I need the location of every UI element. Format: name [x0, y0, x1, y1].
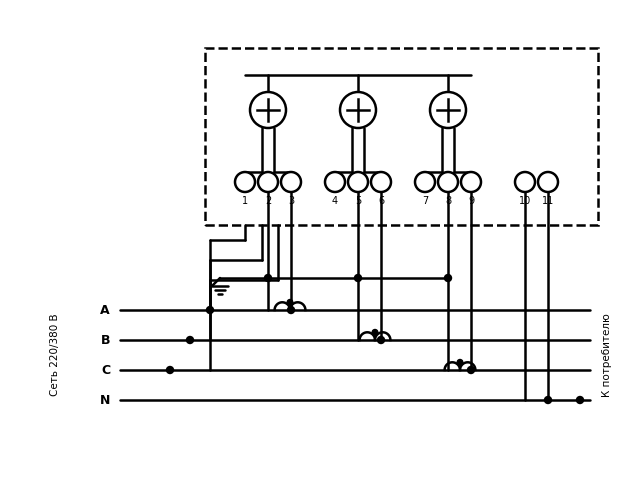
Circle shape	[287, 299, 293, 305]
Text: 7: 7	[422, 196, 428, 206]
Text: К потребителю: К потребителю	[602, 313, 612, 397]
Circle shape	[258, 172, 278, 192]
Circle shape	[372, 330, 378, 335]
Circle shape	[538, 172, 558, 192]
Text: Сеть 220/380 В: Сеть 220/380 В	[50, 314, 60, 396]
Circle shape	[378, 336, 384, 344]
Text: 4: 4	[332, 196, 338, 206]
Text: 2: 2	[265, 196, 271, 206]
Circle shape	[544, 397, 552, 403]
Circle shape	[167, 366, 173, 374]
Text: B: B	[101, 334, 110, 347]
Circle shape	[415, 172, 435, 192]
FancyBboxPatch shape	[205, 48, 598, 225]
Text: 8: 8	[445, 196, 451, 206]
Circle shape	[288, 307, 294, 313]
Circle shape	[457, 360, 463, 365]
Text: 10: 10	[519, 196, 531, 206]
Text: N: N	[99, 393, 110, 406]
Text: 11: 11	[542, 196, 554, 206]
Circle shape	[444, 275, 452, 281]
Circle shape	[186, 336, 194, 344]
Circle shape	[430, 92, 466, 128]
Text: 9: 9	[468, 196, 474, 206]
Circle shape	[325, 172, 345, 192]
Circle shape	[207, 307, 213, 313]
Text: 5: 5	[355, 196, 361, 206]
Circle shape	[348, 172, 368, 192]
Circle shape	[250, 92, 286, 128]
Text: C: C	[101, 363, 110, 376]
Circle shape	[265, 275, 271, 281]
Circle shape	[371, 172, 391, 192]
Text: 1: 1	[242, 196, 248, 206]
Circle shape	[235, 172, 255, 192]
Text: A: A	[101, 304, 110, 317]
Circle shape	[340, 92, 376, 128]
Circle shape	[355, 275, 362, 281]
Circle shape	[461, 172, 481, 192]
Circle shape	[576, 397, 584, 403]
Circle shape	[515, 172, 535, 192]
Text: 3: 3	[288, 196, 294, 206]
Text: 6: 6	[378, 196, 384, 206]
Circle shape	[438, 172, 458, 192]
Circle shape	[468, 366, 474, 374]
Circle shape	[281, 172, 301, 192]
